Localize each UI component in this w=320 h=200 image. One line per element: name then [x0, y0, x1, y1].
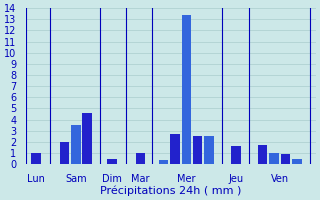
Bar	[83, 113, 92, 164]
X-axis label: Précipitations 24h ( mm ): Précipitations 24h ( mm )	[100, 185, 242, 196]
Bar	[292, 159, 301, 164]
Bar	[269, 153, 279, 164]
Bar	[281, 154, 290, 164]
Bar	[71, 125, 81, 164]
Bar	[181, 15, 191, 164]
Bar	[204, 136, 214, 164]
Bar	[107, 159, 117, 164]
Bar	[258, 145, 267, 164]
Bar	[31, 153, 41, 164]
Bar	[136, 153, 145, 164]
Bar	[60, 142, 69, 164]
Bar	[231, 146, 241, 164]
Bar	[193, 136, 203, 164]
Bar	[159, 160, 168, 164]
Bar	[170, 134, 180, 164]
